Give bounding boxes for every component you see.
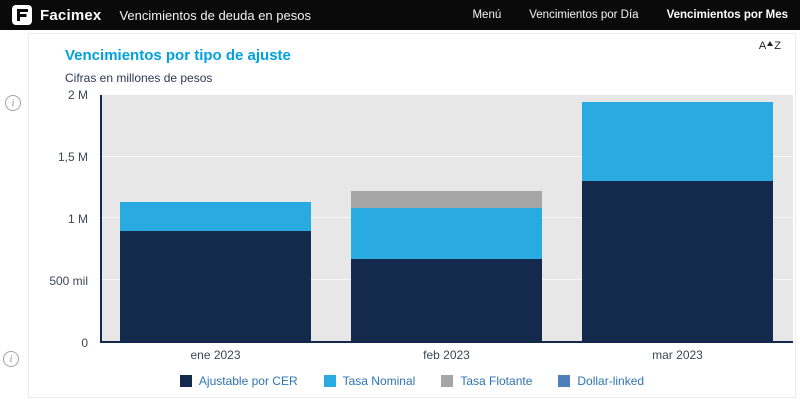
legend-label-tasa-flotante: Tasa Flotante [460,374,533,388]
info-icon-letter: i [9,353,13,365]
bar-segment-ajustable-por-cer-feb-2023[interactable] [351,258,542,343]
x-axis-label-feb-2023: feb 2023 [423,348,470,362]
sort-az-icon[interactable]: A Z [759,40,781,52]
brand-name: Facimex [40,6,102,24]
x-axis: ene 2023 feb 2023 mar 2023 [100,348,793,362]
info-icon-top[interactable]: i [5,95,21,111]
y-axis-tick-2-m: 2 M [67,88,88,102]
bar-segment-tasa-flotante-feb-2023[interactable] [351,190,542,208]
legend-swatch-tasa-nominal [323,375,336,387]
report-header: Vencimientos por tipo de ajuste Cifras e… [29,34,795,86]
legend-label-tasa-nominal: Tasa Nominal [342,374,416,388]
y-axis-tick-0: 0 [81,336,88,350]
legend-item-tasa-nominal[interactable]: Tasa Nominal [323,374,416,388]
legend: Ajustable por CER Tasa Nominal Tasa Flotan… [29,374,795,388]
y-axis-tick-500-mil: 500 mil [49,274,88,288]
x-axis-label-mar-2023: mar 2023 [652,348,703,362]
legend-swatch-ajustable-por-cer [179,375,192,387]
chart: 0 500 mil 1 M 1,5 M 2 M [49,88,793,350]
bar-segment-ajustable-por-cer-ene-2023[interactable] [120,231,311,343]
bar-segment-tasa-nominal-feb-2023[interactable] [351,207,542,259]
bar-segment-ajustable-por-cer-mar-2023[interactable] [582,180,773,343]
legend-item-ajustable-por-cer[interactable]: Ajustable por CER [179,374,298,388]
bar-mar-2023[interactable] [582,95,773,343]
app-header: Facimex Vencimientos de deuda en pesos M… [0,0,800,30]
legend-item-tasa-flotante[interactable]: Tasa Flotante [441,374,532,388]
gridline [102,155,793,157]
nav-vencimientos-por-mes[interactable]: Vencimientos por Mes [666,9,788,21]
legend-item-dollar-linked[interactable]: Dollar-linked [558,374,644,388]
sort-letter-z: Z [774,40,781,52]
info-icon-letter: i [11,97,15,109]
facimex-logo-icon [12,5,32,25]
nav-vencimientos-por-dia[interactable]: Vencimientos por Día [529,9,639,21]
legend-swatch-tasa-flotante [441,375,454,387]
info-icon-bottom[interactable]: i [3,351,19,367]
bar-segment-tasa-nominal-ene-2023[interactable] [120,201,311,232]
nav-menu[interactable]: Menú [472,9,502,21]
report-card: Vencimientos por tipo de ajuste Cifras e… [28,33,796,398]
bar-feb-2023[interactable] [351,95,542,343]
bar-segment-tasa-nominal-mar-2023[interactable] [582,102,773,181]
header-nav: Menú Vencimientos por Día Vencimientos p… [472,9,788,21]
legend-label-dollar-linked: Dollar-linked [577,374,645,388]
report-subtitle: Cifras en millones de pesos [65,71,213,85]
bar-ene-2023[interactable] [120,95,311,343]
bars [100,95,793,343]
legend-swatch-dollar-linked [558,375,571,387]
sort-arrow-icon [767,41,774,46]
legend-label-ajustable-por-cer: Ajustable por CER [198,374,298,388]
app-subtitle: Vencimientos de deuda en pesos [119,7,311,23]
sort-letter-a: A [758,40,767,52]
x-axis-label-ene-2023: ene 2023 [190,348,241,362]
y-axis-tick-1-5-m: 1,5 M [57,150,88,164]
report-title: Vencimientos por tipo de ajuste [65,47,291,64]
y-axis-tick-1-m: 1 M [67,212,88,226]
